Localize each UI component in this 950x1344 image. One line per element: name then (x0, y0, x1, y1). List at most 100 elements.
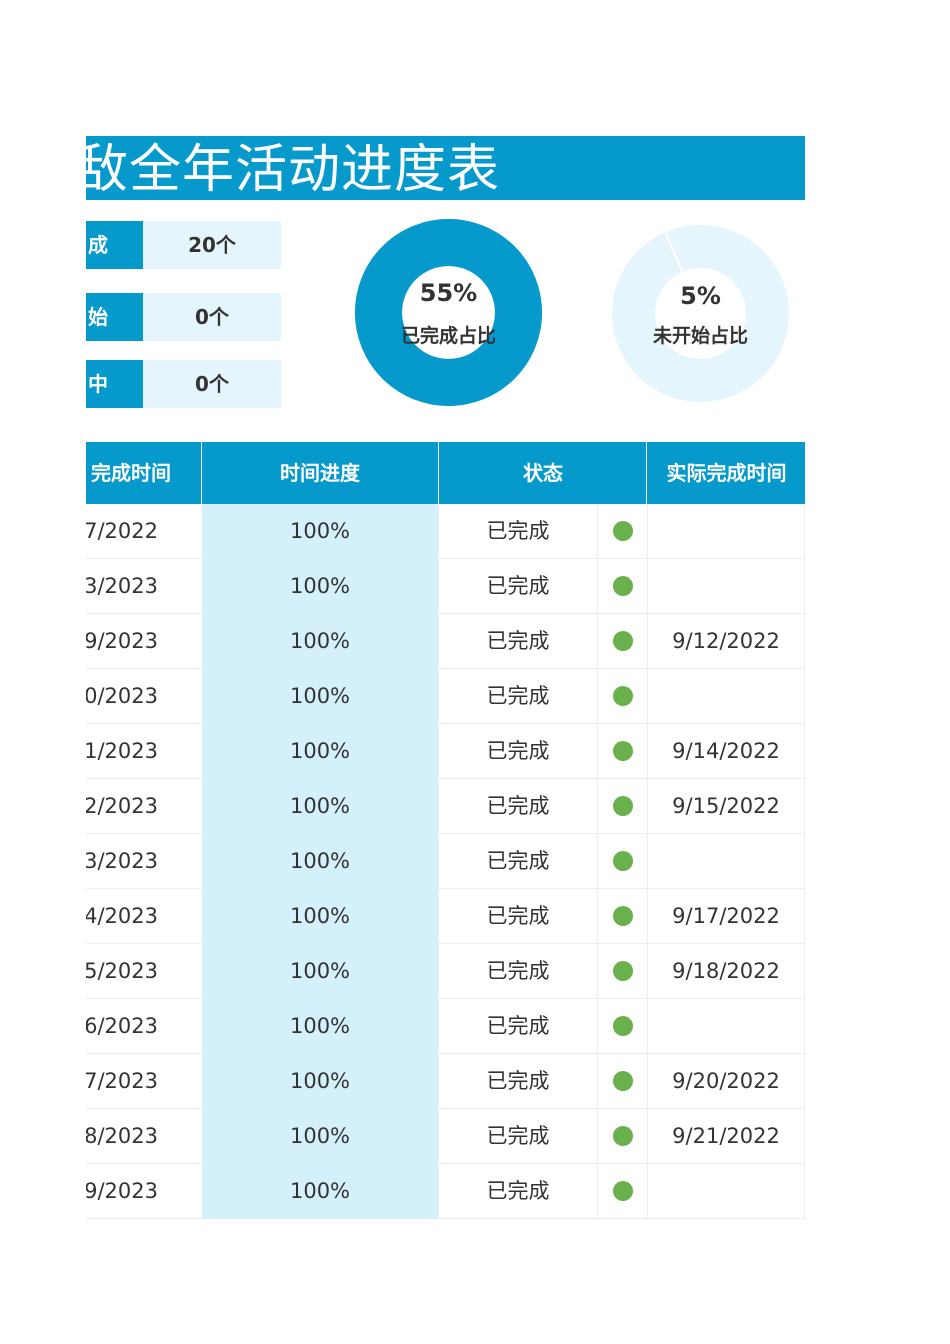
status-indicator-cell (597, 559, 647, 614)
status-indicator-cell (597, 944, 647, 999)
status-dot-icon (612, 1125, 633, 1146)
status-indicator-cell (597, 779, 647, 834)
table-row: 4/2023 100% 已完成 9/17/2022 (86, 889, 805, 944)
planned-date-cell: 7/2023 (86, 1069, 158, 1093)
donut-caption: 已完成占比 (400, 325, 496, 347)
table-row: 9/2023 100% 已完成 (86, 1164, 805, 1219)
planned-date-cell: 9/2023 (86, 1179, 158, 1203)
time-progress-cell: 100% (202, 559, 438, 614)
status-indicator-cell (597, 504, 647, 559)
actual-date-cell: 9/18/2022 (647, 944, 805, 999)
header-actual-date: 实际完成时间 (646, 442, 806, 504)
status-indicator-cell (597, 834, 647, 889)
stat-label: 成 (86, 221, 143, 269)
table-body: 7/2022 100% 已完成 3/2023 100% 已完成 9/2023 100% 已完成 9… (86, 504, 805, 1219)
header-status: 状态 (438, 442, 647, 504)
table-row: 1/2023 100% 已完成 9/14/2022 (86, 724, 805, 779)
status-indicator-cell (597, 999, 647, 1054)
planned-date-cell: 3/2023 (86, 849, 158, 873)
stat-value: 20个 (143, 221, 281, 269)
table-row: 9/2023 100% 已完成 9/12/2022 (86, 614, 805, 669)
status-cell: 已完成 (438, 724, 597, 779)
time-progress-cell: 100% (202, 779, 438, 834)
status-dot-icon (612, 575, 633, 596)
status-cell: 已完成 (438, 944, 597, 999)
time-progress-cell: 100% (202, 1109, 438, 1164)
time-progress-cell: 100% (202, 1054, 438, 1109)
actual-date-cell (647, 504, 805, 559)
stat-completed: 成 20个 (86, 221, 281, 269)
status-cell: 已完成 (438, 1164, 597, 1219)
page-title: 敌全年活动进度表 (86, 140, 501, 200)
status-dot-icon (612, 630, 633, 651)
time-progress-cell: 100% (202, 1164, 438, 1219)
status-indicator-cell (597, 889, 647, 944)
header-planned-date: 完成时间 (91, 461, 171, 485)
planned-date-cell: 8/2023 (86, 1124, 158, 1148)
status-cell: 已完成 (438, 504, 597, 559)
table-row: 3/2023 100% 已完成 (86, 559, 805, 614)
planned-date-cell: 5/2023 (86, 959, 158, 983)
actual-date-cell: 9/20/2022 (647, 1054, 805, 1109)
planned-date-cell: 2/2023 (86, 794, 158, 818)
status-cell: 已完成 (438, 559, 597, 614)
status-cell: 已完成 (438, 889, 597, 944)
actual-date-cell: 9/14/2022 (647, 724, 805, 779)
status-cell: 已完成 (438, 999, 597, 1054)
time-progress-cell: 100% (202, 944, 438, 999)
time-progress-cell: 100% (202, 669, 438, 724)
time-progress-cell: 100% (202, 834, 438, 889)
table-row: 2/2023 100% 已完成 9/15/2022 (86, 779, 805, 834)
status-cell: 已完成 (438, 669, 597, 724)
table-row: 3/2023 100% 已完成 (86, 834, 805, 889)
stat-value: 0个 (143, 360, 281, 408)
actual-date-cell: 9/17/2022 (647, 889, 805, 944)
table-row: 0/2023 100% 已完成 (86, 669, 805, 724)
status-cell: 已完成 (438, 1109, 597, 1164)
activity-table: 完成时间 时间进度 状态 实际完成时间 7/2022 100% 已完成 3/2023 1… (86, 442, 805, 1219)
status-dot-icon (612, 740, 633, 761)
planned-date-cell: 4/2023 (86, 904, 158, 928)
title-banner: 敌全年活动进度表 (86, 136, 805, 200)
status-indicator-cell (597, 1109, 647, 1164)
status-dot-icon (612, 795, 633, 816)
table-row: 7/2023 100% 已完成 9/20/2022 (86, 1054, 805, 1109)
status-cell: 已完成 (438, 1054, 597, 1109)
donut-hole (655, 268, 746, 359)
donut-svg (355, 219, 542, 406)
status-indicator-cell (597, 1164, 647, 1219)
status-dot-icon (612, 960, 633, 981)
status-indicator-cell (597, 724, 647, 779)
completed-donut-chart: 55% 已完成占比 (355, 219, 542, 406)
actual-date-cell (647, 999, 805, 1054)
status-cell: 已完成 (438, 614, 597, 669)
stat-label: 中 (86, 360, 143, 408)
actual-date-cell: 9/15/2022 (647, 779, 805, 834)
status-cell: 已完成 (438, 834, 597, 889)
table-header: 完成时间 时间进度 状态 实际完成时间 (86, 442, 805, 504)
planned-date-cell: 1/2023 (86, 739, 158, 763)
donut-svg (612, 225, 789, 402)
status-dot-icon (612, 685, 633, 706)
actual-date-cell: 9/12/2022 (647, 614, 805, 669)
status-dot-icon (612, 520, 633, 541)
planned-date-cell: 6/2023 (86, 1014, 158, 1038)
stat-value: 0个 (143, 293, 281, 341)
status-dot-icon (612, 1015, 633, 1036)
status-dot-icon (612, 850, 633, 871)
table-row: 8/2023 100% 已完成 9/21/2022 (86, 1109, 805, 1164)
header-time-progress: 时间进度 (201, 442, 438, 504)
table-row: 5/2023 100% 已完成 9/18/2022 (86, 944, 805, 999)
actual-date-cell: 9/21/2022 (647, 1109, 805, 1164)
planned-date-cell: 9/2023 (86, 629, 158, 653)
time-progress-cell: 100% (202, 504, 438, 559)
status-indicator-cell (597, 669, 647, 724)
planned-date-cell: 3/2023 (86, 574, 158, 598)
time-progress-cell: 100% (202, 724, 438, 779)
stat-label: 始 (86, 293, 143, 341)
planned-date-cell: 7/2022 (86, 519, 158, 543)
actual-date-cell (647, 834, 805, 889)
time-progress-cell: 100% (202, 614, 438, 669)
actual-date-cell (647, 1164, 805, 1219)
